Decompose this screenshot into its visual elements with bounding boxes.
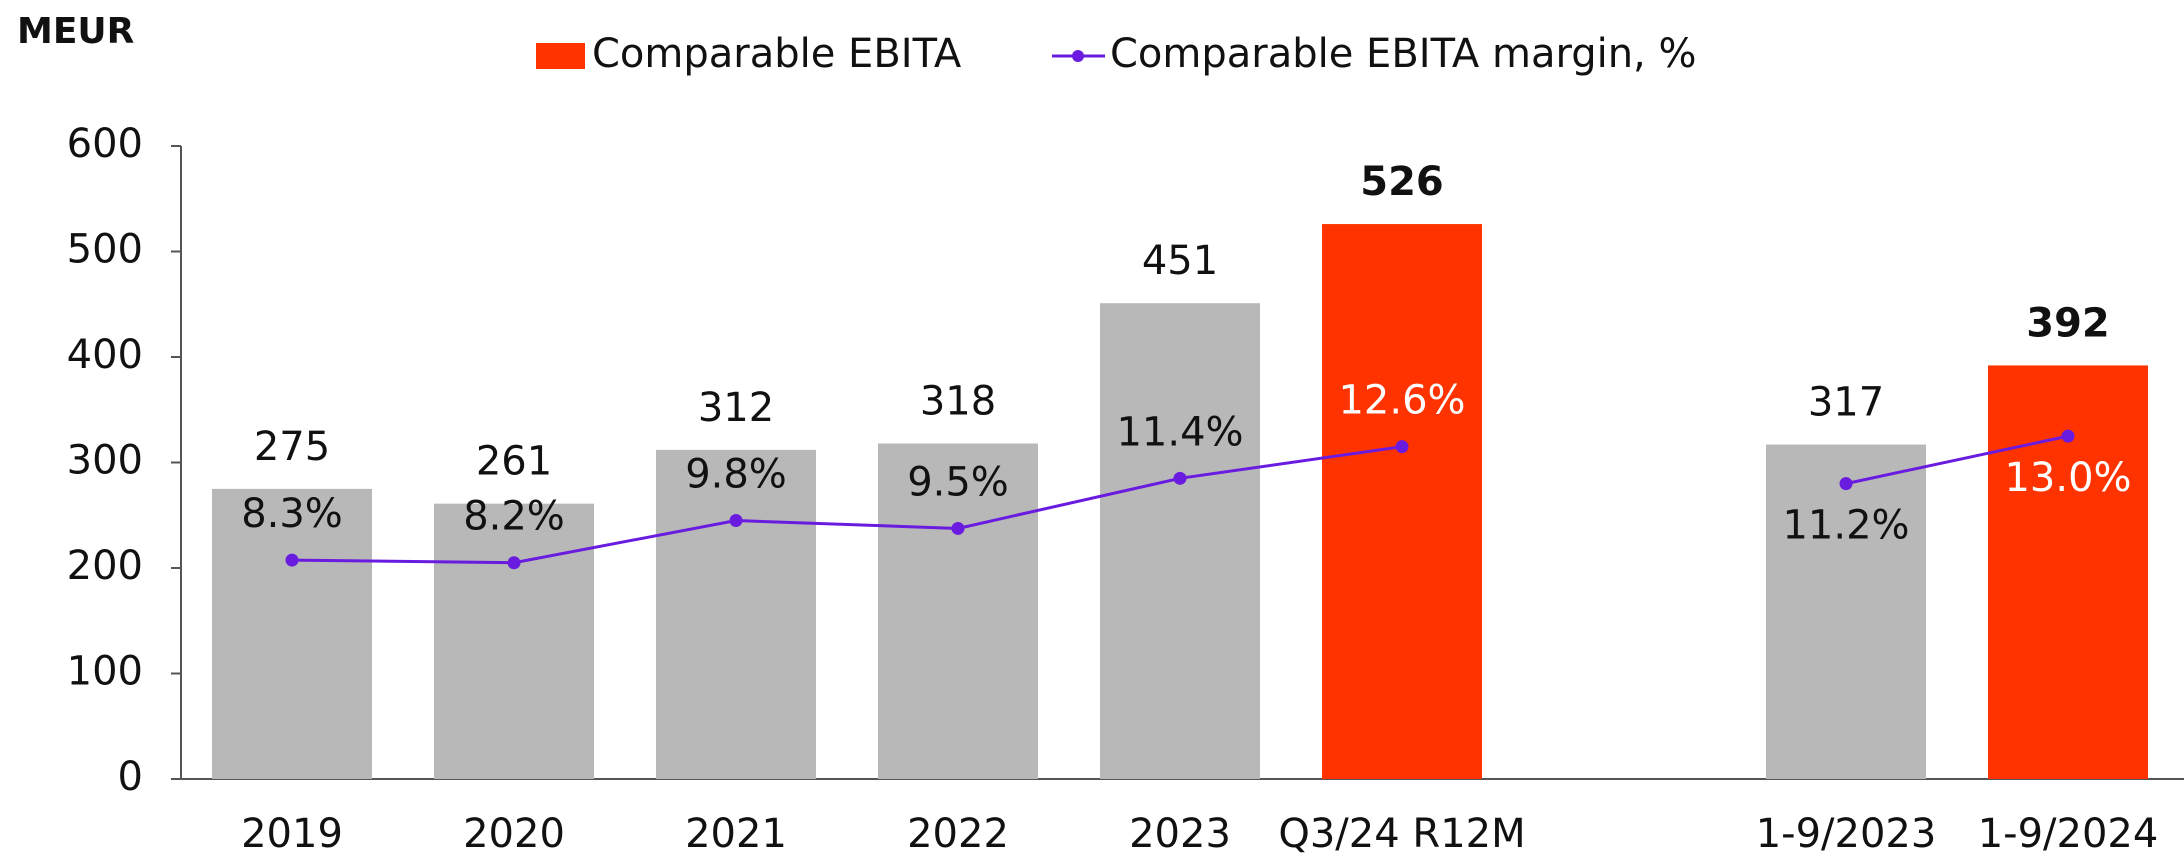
margin-point	[285, 553, 299, 567]
y-tick-label: 100	[67, 649, 143, 695]
y-axis-label: MEUR	[17, 11, 134, 52]
margin-point	[1839, 477, 1853, 491]
bar	[878, 443, 1038, 779]
x-tick-label: Q3/24 R12M	[1278, 811, 1525, 857]
x-tick-label: 2019	[241, 811, 343, 857]
legend-swatch	[1072, 50, 1084, 62]
x-tick-label: 2022	[907, 811, 1009, 857]
bar	[656, 449, 816, 779]
y-tick-label: 500	[67, 227, 143, 273]
y-tick-label: 0	[118, 754, 143, 800]
margin-label: 9.5%	[907, 459, 1009, 505]
margin-label: 12.6%	[1338, 378, 1465, 424]
x-tick-label: 2020	[463, 811, 565, 857]
margin-label: 11.4%	[1116, 409, 1243, 455]
y-tick-label: 400	[67, 332, 143, 378]
bar-value-label: 317	[1808, 380, 1884, 426]
margin-point	[951, 521, 965, 535]
x-tick-label: 1-9/2024	[1978, 811, 2159, 857]
bar-value-label: 392	[2026, 300, 2110, 346]
margin-point	[1395, 440, 1409, 454]
margin-label: 13.0%	[2004, 455, 2131, 501]
bar-value-label: 451	[1142, 238, 1218, 284]
bar	[212, 488, 372, 779]
bar-value-label: 312	[698, 385, 774, 431]
margin-point	[1173, 471, 1187, 485]
bar-value-label: 275	[254, 424, 330, 470]
bar	[1988, 365, 2148, 779]
bar	[1766, 444, 1926, 779]
margin-label: 8.2%	[463, 494, 565, 540]
bar	[434, 503, 594, 779]
y-tick-label: 300	[67, 438, 143, 484]
x-tick-label: 2023	[1129, 811, 1231, 857]
bar-value-label: 526	[1360, 159, 1444, 205]
margin-label: 11.2%	[1782, 503, 1909, 549]
margin-line	[291, 434, 2069, 565]
x-tick-label: 2021	[685, 811, 787, 857]
legend-swatch	[536, 43, 585, 69]
margin-point	[729, 514, 743, 528]
margin-point	[507, 556, 521, 570]
bar-value-label: 318	[920, 379, 996, 425]
bar-value-label: 261	[476, 439, 552, 485]
x-tick-label: 1-9/2023	[1756, 811, 1937, 857]
bar	[1322, 224, 1482, 779]
bar	[1100, 303, 1260, 779]
legend-label: Comparable EBITA margin, %	[1110, 31, 1696, 77]
margin-label: 8.3%	[241, 491, 343, 537]
legend-label: Comparable EBITA	[592, 31, 962, 77]
margin-label: 9.8%	[685, 452, 787, 498]
margin-point	[2061, 429, 2075, 443]
y-tick-label: 200	[67, 543, 143, 589]
y-tick-label: 600	[67, 121, 143, 167]
